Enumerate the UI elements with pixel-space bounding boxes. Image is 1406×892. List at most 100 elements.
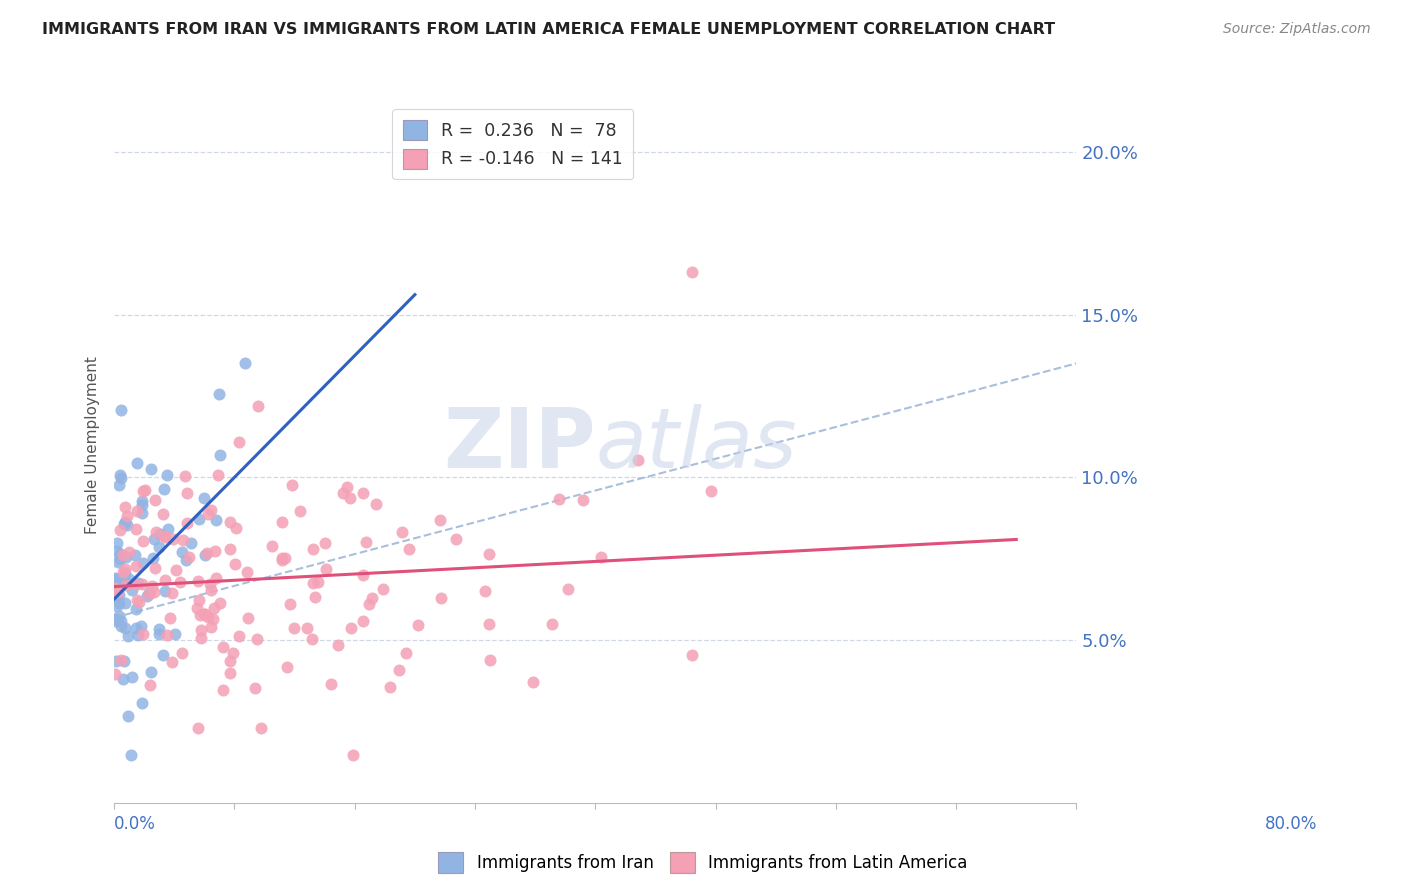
Point (117, 518, 139, 533)
Point (124, 559, 146, 574)
Point (114, 562, 136, 576)
Point (307, 575, 329, 590)
Point (211, 682, 233, 697)
Point (156, 628, 179, 642)
Point (589, 550, 612, 565)
Point (169, 574, 191, 589)
Point (373, 582, 395, 596)
Point (547, 492, 569, 507)
Point (104, 582, 127, 597)
Point (194, 607, 217, 621)
Point (117, 708, 139, 723)
Point (352, 567, 374, 582)
Point (125, 456, 148, 470)
Point (125, 602, 148, 616)
Point (143, 493, 166, 508)
Point (132, 534, 155, 549)
Point (249, 721, 271, 735)
Point (378, 680, 401, 694)
Point (156, 522, 179, 536)
Point (176, 485, 198, 500)
Point (354, 534, 377, 549)
Point (115, 550, 138, 565)
Point (274, 551, 297, 566)
Point (170, 544, 193, 558)
Point (107, 478, 129, 492)
Point (179, 549, 201, 564)
Point (236, 611, 259, 625)
Point (127, 504, 149, 518)
Point (138, 585, 160, 599)
Point (186, 601, 208, 615)
Point (125, 593, 148, 607)
Point (201, 611, 224, 625)
Point (114, 574, 136, 589)
Point (128, 595, 150, 609)
Point (139, 677, 162, 691)
Point (246, 399, 269, 413)
Point (104, 612, 127, 626)
Point (143, 561, 166, 575)
Point (353, 485, 375, 500)
Point (142, 550, 165, 565)
Point (121, 582, 143, 597)
Point (110, 619, 132, 633)
Point (522, 675, 544, 690)
Point (228, 629, 250, 643)
Point (315, 535, 337, 549)
Point (204, 571, 226, 585)
Point (388, 663, 411, 677)
Point (187, 512, 209, 526)
Point (145, 525, 167, 540)
Point (260, 540, 283, 554)
Point (115, 578, 138, 592)
Point (162, 532, 184, 546)
Point (131, 556, 153, 570)
Point (121, 670, 143, 684)
Point (339, 491, 361, 506)
Point (342, 747, 364, 762)
Point (115, 508, 138, 523)
Point (193, 607, 215, 621)
Point (112, 672, 135, 686)
Point (190, 623, 212, 637)
Point (114, 515, 136, 529)
Point (357, 597, 380, 611)
Point (290, 504, 312, 518)
Point (105, 544, 128, 558)
Point (391, 524, 413, 539)
Point (200, 503, 222, 517)
Point (131, 506, 153, 520)
Text: atlas: atlas (595, 404, 797, 485)
Point (110, 614, 132, 628)
Point (301, 632, 323, 646)
Point (271, 553, 294, 567)
Point (107, 584, 129, 599)
Point (195, 546, 218, 560)
Point (117, 629, 139, 643)
Point (202, 601, 225, 615)
Point (302, 542, 325, 557)
Point (200, 583, 222, 598)
Legend: Immigrants from Iran, Immigrants from Latin America: Immigrants from Iran, Immigrants from La… (432, 846, 974, 880)
Point (110, 652, 132, 666)
Point (114, 596, 136, 610)
Point (188, 607, 211, 622)
Point (142, 585, 165, 599)
Point (219, 654, 242, 668)
Point (700, 484, 723, 499)
Point (108, 552, 131, 566)
Point (187, 574, 209, 588)
Point (160, 656, 183, 670)
Point (222, 646, 245, 660)
Point (326, 638, 349, 652)
Point (110, 549, 132, 564)
Point (212, 640, 235, 654)
Point (557, 582, 579, 596)
Point (131, 696, 153, 710)
Point (193, 491, 215, 505)
Point (200, 576, 222, 591)
Point (165, 562, 187, 576)
Point (194, 548, 217, 562)
Point (114, 621, 136, 635)
